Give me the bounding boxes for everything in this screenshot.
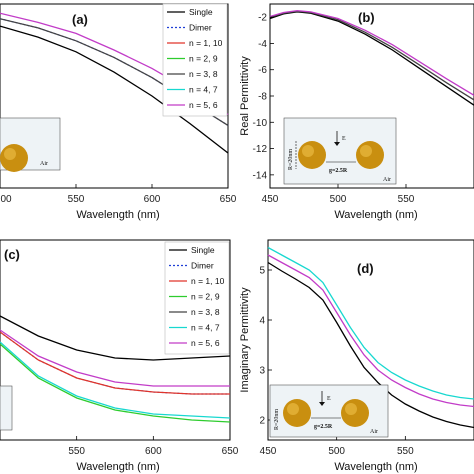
panel-d: (d) 2 3 4 5 450 500 550 Wavelength (nm) Imagi…	[239, 239, 474, 473]
legend-label: n = 5, 6	[189, 100, 218, 110]
legend-c: Single Dimer n = 1, 10 n = 2, 9 n = 3, 8 n = …	[164, 241, 230, 355]
y-tick-label: -14	[253, 170, 268, 181]
sphere-highlight	[302, 145, 314, 157]
series-line-n5_6	[0, 329, 230, 387]
series-line-n5_6	[269, 9, 474, 96]
series-lines-c	[0, 315, 231, 423]
series-line-single	[267, 261, 474, 429]
x-ticks-c: 550 600 650	[68, 436, 239, 457]
legend-label: n = 4, 7	[191, 323, 220, 333]
series-line-single	[0, 25, 229, 154]
y-tick-label: -2	[258, 13, 267, 24]
y-tick-label: -8	[258, 92, 267, 103]
legend-box-a	[162, 3, 228, 117]
x-tick-label: 550	[68, 446, 85, 457]
panel-a: (a) Air Single Dimer n = 1, 10 n = 2, 9 n = …	[0, 3, 237, 221]
y-tick-label: 3	[259, 366, 265, 377]
series-line-single	[0, 315, 231, 361]
legend-label: n = 1, 10	[191, 276, 225, 286]
x-tick-label: 600	[144, 194, 161, 205]
legend-box-c	[164, 241, 230, 355]
inset-air-label-a: Air	[40, 161, 48, 167]
y-tick-label: 5	[259, 266, 265, 277]
y-axis-label-b: Real Permittivity	[239, 56, 251, 136]
panel-b: (b) -2 -4 -6 -8 -10 -12 -14 450 500 550 Waveleng…	[239, 3, 474, 221]
y-tick-label: -4	[258, 39, 267, 50]
inset-radius-label-d: R=20nm	[274, 409, 280, 430]
arrow-head-icon	[334, 142, 340, 146]
y-tick-label: 2	[259, 416, 265, 427]
x-axis-label-a: Wavelength (nm)	[76, 209, 159, 221]
legend-label: n = 2, 9	[191, 292, 220, 302]
y-ticks-b: -2 -4 -6 -8 -10 -12 -14	[253, 13, 274, 181]
x-tick-label: 600	[145, 446, 162, 457]
x-tick-label: 550	[397, 446, 414, 457]
legend-label: n = 3, 8	[189, 69, 218, 79]
x-axis-label-c: Wavelength (nm)	[76, 461, 159, 473]
sphere-highlight	[345, 403, 357, 415]
series-line-n5_6	[267, 254, 474, 408]
sphere-highlight	[287, 403, 299, 415]
legend-a: Single Dimer n = 1, 10 n = 2, 9 n = 3, 8 n = …	[162, 3, 228, 117]
sphere-highlight	[4, 148, 16, 160]
inset-gap-label-d: g=2.5R	[314, 424, 333, 430]
series-lines-b	[269, 9, 474, 106]
inset-air-label-b: Air	[383, 177, 391, 183]
x-axis-label-d: Wavelength (nm)	[334, 461, 417, 473]
x-axis-label-b: Wavelength (nm)	[334, 209, 417, 221]
legend-label: Single	[191, 245, 215, 255]
x-tick-label: 650	[220, 194, 237, 205]
series-line-n4_7	[0, 341, 231, 419]
panel-c: (c) Single Dimer n = 1, 10 n = 2, 9 n = 3, 8…	[0, 239, 239, 473]
series-line-n4_7	[267, 246, 474, 400]
legend-label: n = 1, 10	[189, 38, 223, 48]
x-ticks-b: 450 500 550	[262, 184, 415, 205]
y-tick-label: -6	[258, 65, 267, 76]
x-tick-label: 450	[262, 194, 279, 205]
series-line-single	[269, 11, 474, 106]
inset-air-label-d: Air	[370, 429, 378, 435]
series-line-n1_10	[0, 331, 230, 395]
legend-label: n = 2, 9	[189, 54, 218, 64]
x-tick-label: 450	[260, 446, 277, 457]
series-line-n2_9	[0, 343, 231, 423]
legend-label: Dimer	[191, 261, 214, 271]
inset-gap-label-b: g=2.5R	[329, 168, 348, 174]
inset-frame-c	[0, 385, 13, 431]
y-tick-label: 4	[259, 316, 265, 327]
arrow-head-icon	[319, 402, 325, 406]
inset-b: E g=2.5R R=20nm Air	[283, 117, 397, 185]
y-axis-label-d: Imaginary Permittivity	[239, 287, 251, 393]
inset-d: E g=2.5R R=20nm Air	[269, 384, 389, 438]
panel-label-d: (d)	[357, 261, 374, 276]
x-tick-label: 500	[330, 194, 347, 205]
series-lines-d	[267, 246, 474, 429]
x-tick-label: 500	[328, 446, 345, 457]
panel-label-a: (a)	[72, 12, 88, 27]
legend-label: n = 5, 6	[191, 338, 220, 348]
panel-label-c: (c)	[4, 247, 20, 262]
y-tick-label: -12	[253, 144, 268, 155]
panel-label-b: (b)	[358, 10, 375, 25]
x-tick-label: 650	[222, 446, 239, 457]
legend-label: n = 4, 7	[189, 85, 218, 95]
legend-label: Dimer	[189, 23, 212, 33]
inset-e-label-d: E	[327, 396, 331, 402]
inset-radius-label-b: R=20nm	[288, 149, 294, 170]
x-ticks-a: 00 550 600 650	[0, 184, 237, 205]
inset-a: Air	[0, 117, 61, 172]
y-tick-label: -10	[253, 118, 268, 129]
x-tick-label: 00	[0, 194, 12, 205]
inset-e-label-b: E	[342, 136, 346, 142]
sphere-highlight	[360, 145, 372, 157]
legend-label: n = 3, 8	[191, 307, 220, 317]
legend-label: Single	[189, 7, 213, 17]
x-tick-label: 550	[398, 194, 415, 205]
x-tick-label: 550	[68, 194, 85, 205]
